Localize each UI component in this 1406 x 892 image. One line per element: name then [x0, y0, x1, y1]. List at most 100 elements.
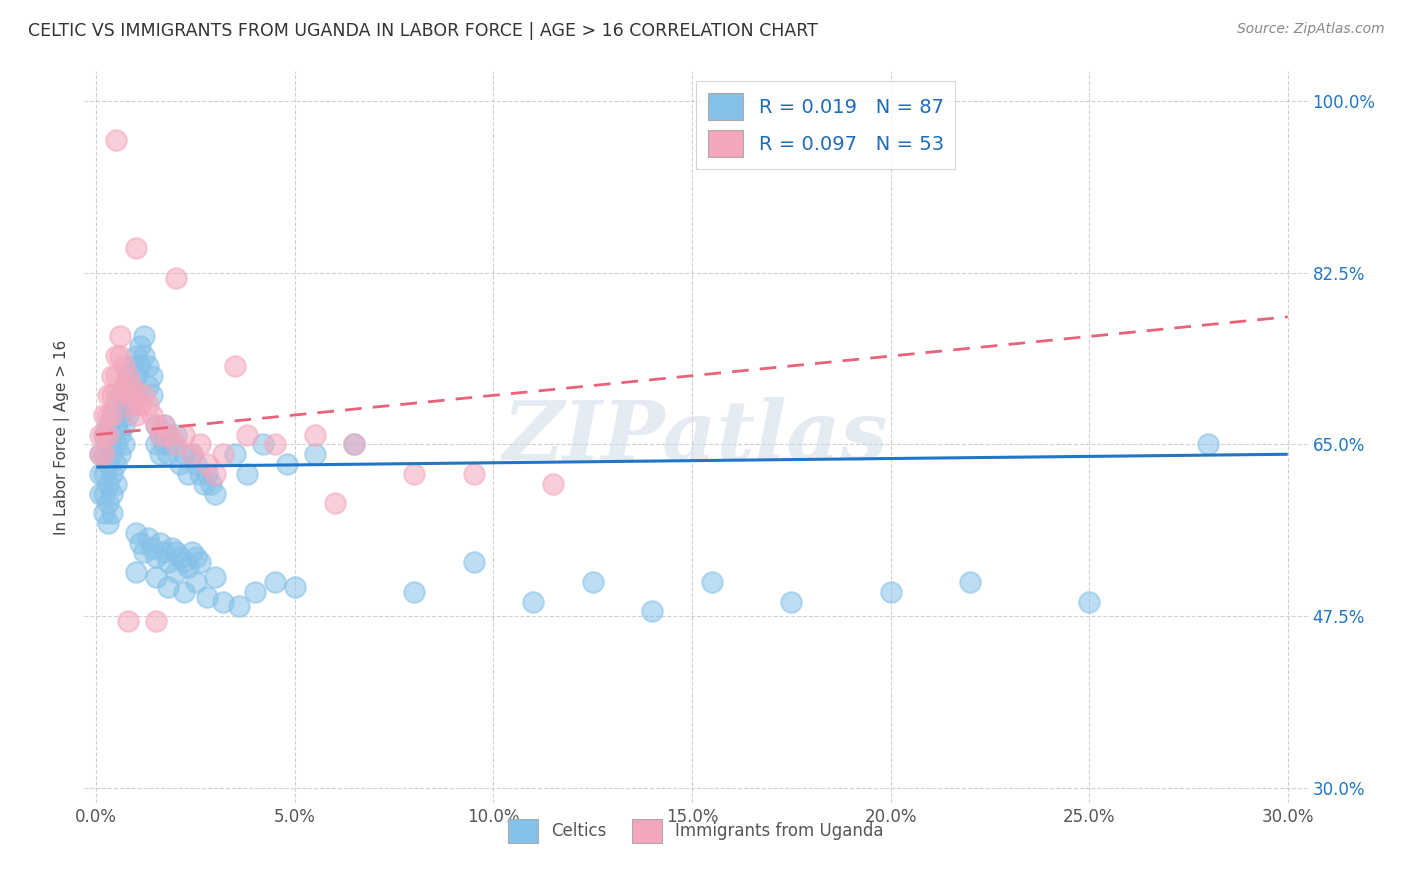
Point [323, 496, 346, 510]
Point [200, 476, 222, 491]
Point [145, 417, 167, 432]
Point [125, 349, 148, 363]
Point [152, 417, 174, 432]
Point [101, 408, 124, 422]
Point [204, 486, 226, 500]
Point [105, 417, 128, 432]
Point [125, 525, 148, 540]
Point [343, 437, 366, 451]
Point [169, 457, 191, 471]
Point [105, 368, 128, 383]
Point [879, 584, 901, 599]
Point [97, 437, 120, 451]
Point [112, 437, 135, 451]
Point [117, 388, 139, 402]
Point [236, 467, 259, 481]
Point [156, 427, 179, 442]
Point [97, 408, 120, 422]
Point [132, 388, 155, 402]
Point [117, 368, 139, 383]
Point [284, 580, 307, 594]
Point [112, 417, 135, 432]
Point [236, 427, 259, 442]
Point [112, 378, 135, 392]
Point [136, 359, 159, 373]
Point [97, 457, 120, 471]
Point [173, 584, 195, 599]
Point [160, 541, 183, 555]
Point [152, 417, 174, 432]
Point [224, 447, 246, 461]
Point [149, 535, 172, 549]
Point [145, 550, 167, 565]
Point [173, 427, 195, 442]
Point [156, 447, 179, 461]
Point [105, 133, 128, 147]
Point [228, 599, 250, 614]
Point [105, 476, 128, 491]
Point [149, 447, 172, 461]
Point [97, 388, 120, 402]
Point [176, 560, 198, 574]
Point [125, 388, 148, 402]
Point [101, 427, 124, 442]
Point [89, 467, 111, 481]
Point [93, 408, 115, 422]
Point [129, 359, 152, 373]
Point [160, 437, 183, 451]
Point [197, 590, 219, 604]
Point [252, 437, 274, 451]
Point [108, 349, 131, 363]
Point [117, 388, 139, 402]
Point [522, 594, 544, 608]
Point [101, 368, 124, 383]
Point [402, 467, 425, 481]
Point [193, 476, 215, 491]
Point [165, 565, 187, 579]
Point [105, 457, 128, 471]
Point [108, 427, 131, 442]
Point [402, 584, 425, 599]
Point [97, 476, 120, 491]
Point [101, 506, 124, 520]
Point [136, 531, 159, 545]
Point [129, 398, 152, 412]
Point [125, 388, 148, 402]
Point [145, 614, 167, 628]
Point [343, 437, 366, 451]
Point [180, 447, 202, 461]
Point [108, 447, 131, 461]
Point [243, 584, 266, 599]
Point [224, 359, 246, 373]
Point [129, 339, 152, 353]
Point [93, 447, 115, 461]
Text: Source: ZipAtlas.com: Source: ZipAtlas.com [1237, 22, 1385, 37]
Point [125, 368, 148, 383]
Point [141, 388, 163, 402]
Point [156, 580, 179, 594]
Point [121, 398, 143, 412]
Point [89, 447, 111, 461]
Point [184, 457, 207, 471]
Point [180, 545, 202, 559]
Point [180, 447, 202, 461]
Point [641, 604, 664, 618]
Point [176, 467, 198, 481]
Point [184, 550, 207, 565]
Point [97, 516, 120, 530]
Point [173, 447, 195, 461]
Point [101, 467, 124, 481]
Point [132, 329, 155, 343]
Point [145, 417, 167, 432]
Point [89, 427, 111, 442]
Point [141, 368, 163, 383]
Point [184, 574, 207, 589]
Point [463, 555, 485, 569]
Point [264, 437, 287, 451]
Point [1197, 437, 1219, 451]
Point [212, 594, 235, 608]
Point [125, 241, 148, 255]
Point [117, 408, 139, 422]
Point [165, 270, 187, 285]
Point [121, 378, 143, 392]
